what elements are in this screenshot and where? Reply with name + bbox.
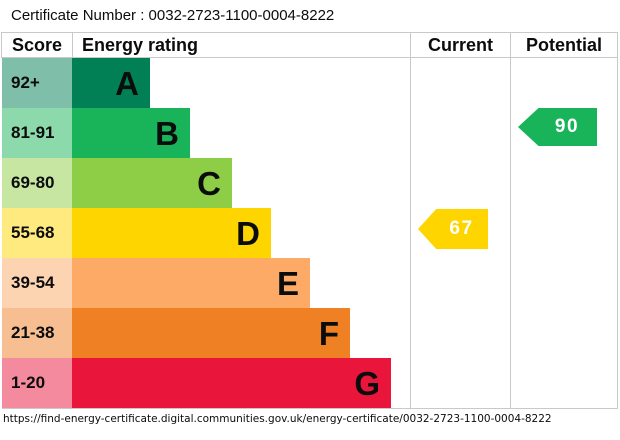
band-letter: F [318,314,339,352]
potential-rating-arrow: 90 [518,108,597,146]
header-bottom-border [1,57,618,58]
band-bar: C [72,158,232,208]
band-row: 69-80 C [2,158,391,208]
band-row: 39-54 E [2,258,391,308]
table-bottom-border [2,408,618,409]
band-row: 1-20 G [2,358,391,408]
band-score-range: 21-38 [2,308,72,358]
potential-rating-value: 90 [554,116,580,137]
header-left-border [1,32,2,58]
band-bar: F [72,308,350,358]
band-letter: E [276,264,299,302]
potential-column-header: Potential [525,34,602,55]
band-score-range: 81-91 [2,108,72,158]
current-column-header: Current [427,34,493,55]
current-rating-arrow: 67 [418,209,488,249]
band-score-range: 69-80 [2,158,72,208]
band-letter: D [236,214,260,252]
band-row: 55-68 D [2,208,391,258]
energy-rating-column-header: Energy rating [82,34,199,55]
energy-band-rows: 92+ A 81-91 B 69-80 C 55-68 D 39-54 [2,58,391,408]
certificate-number: Certificate Number : 0032-2723-1100-0004… [11,7,335,24]
band-row: 92+ A [2,58,391,108]
band-bar: E [72,258,310,308]
band-letter: A [115,64,139,102]
band-row: 81-91 B [2,108,391,158]
band-score-range: 55-68 [2,208,72,258]
band-row: 21-38 F [2,308,391,358]
band-letter: B [155,114,179,152]
rating-column-divider [410,32,411,409]
score-column-header: Score [11,34,63,55]
certificate-url: https://find-energy-certificate.digital.… [3,413,552,425]
current-rating-value: 67 [449,218,474,239]
band-score-range: 92+ [2,58,72,108]
band-letter: C [197,164,221,202]
band-bar: B [72,108,190,158]
band-score-range: 39-54 [2,258,72,308]
band-bar: G [72,358,391,408]
current-column-divider [510,32,511,409]
band-letter: G [354,364,380,402]
band-score-range: 1-20 [2,358,72,408]
table-right-border [617,32,618,409]
table-top-border [1,32,618,33]
band-bar: A [72,58,150,108]
score-column-divider [72,32,73,58]
band-bar: D [72,208,271,258]
